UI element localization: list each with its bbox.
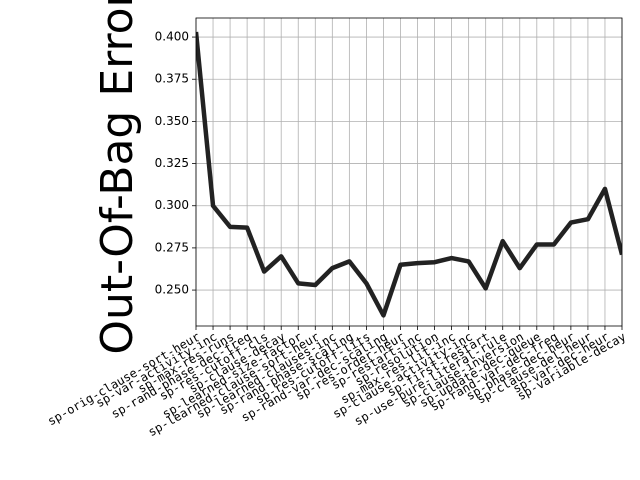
y-axis-label: Out-Of-Bag Error [92, 0, 143, 355]
y-tick-label: 0.250 [155, 283, 189, 297]
y-tick-label: 0.325 [155, 156, 189, 170]
data-line [196, 31, 622, 318]
plot-frame [195, 17, 623, 327]
y-tick-label: 0.350 [155, 114, 189, 128]
y-tick-label: 0.375 [155, 72, 189, 86]
y-tick-label: 0.400 [155, 30, 189, 44]
y-tick-label: 0.300 [155, 198, 189, 212]
y-tick-label: 0.275 [155, 240, 189, 254]
